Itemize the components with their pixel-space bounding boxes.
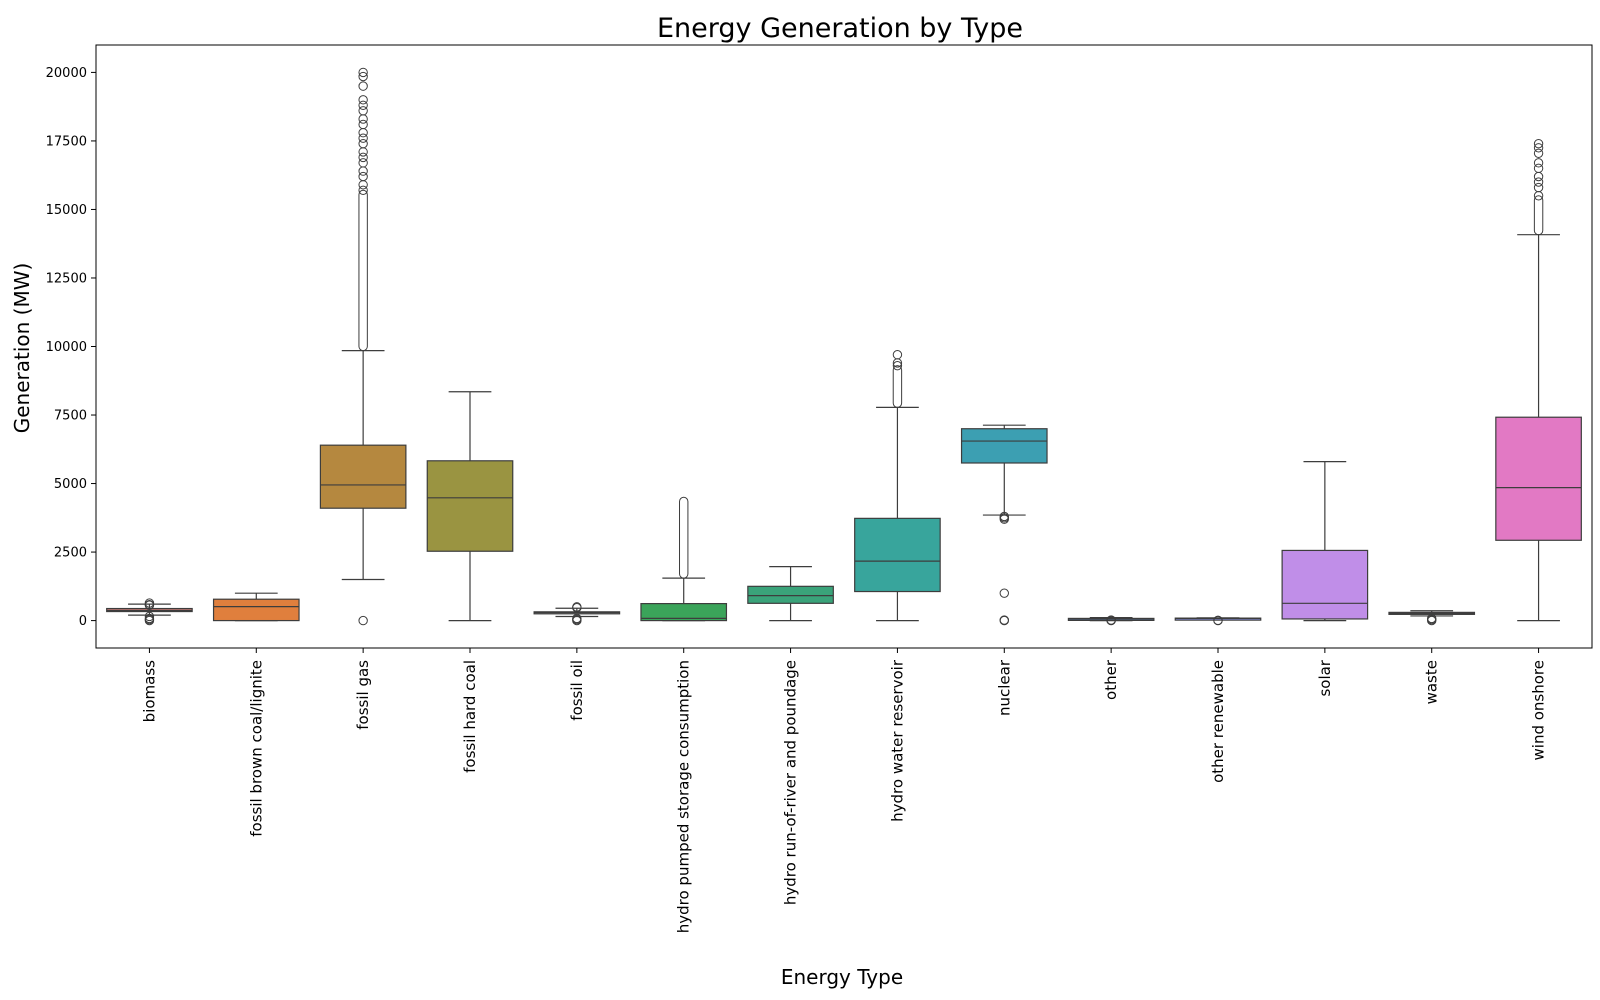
- outlier-point: [358, 67, 368, 78]
- outlier-point: [358, 138, 368, 149]
- box-iqr: [1281, 549, 1369, 620]
- outlier-point: [358, 171, 368, 182]
- outlier-point: [999, 514, 1009, 524]
- box-iqr: [960, 428, 1048, 464]
- box-iqr: [640, 602, 728, 622]
- x-tick-label: biomass: [140, 660, 158, 722]
- outlier-point: [1533, 148, 1544, 158]
- dense-outlier-band: [679, 496, 689, 579]
- y-tick-label: 20000: [46, 66, 87, 81]
- box-iqr: [212, 598, 300, 622]
- outlier-point: [358, 71, 368, 82]
- box-iqr: [319, 444, 407, 509]
- y-tick-label: 2500: [54, 546, 87, 561]
- box-fossil-brown-coal-lignite: [212, 592, 300, 622]
- outlier-point: [1533, 158, 1544, 168]
- outlier-point: [1533, 143, 1544, 153]
- outlier-point: [358, 128, 368, 138]
- outlier-point: [1427, 613, 1437, 624]
- box-iqr: [426, 460, 514, 552]
- outlier-point: [358, 158, 368, 168]
- box-other: [1067, 615, 1155, 626]
- outlier-point: [892, 360, 903, 371]
- outlier-point: [892, 350, 903, 360]
- plot-layer: [106, 67, 1582, 626]
- box-iqr: [1495, 416, 1582, 541]
- x-tick-label: solar: [1316, 659, 1334, 696]
- outlier-point: [358, 166, 368, 176]
- y-axis: 0 2500 5000 7500 10000 12500 15000 17500 20000: [46, 66, 96, 629]
- y-tick-label: 5000: [54, 477, 87, 492]
- box-wind-onshore: [1495, 138, 1582, 622]
- y-tick-label: 0: [79, 614, 87, 629]
- x-axis: biomass fossil brown coal/lignite fossil g…: [140, 648, 1548, 933]
- x-tick-label: hydro water reservoir: [888, 659, 906, 822]
- outlier-point: [1213, 615, 1223, 626]
- x-tick-label: hydro pumped storage consumption: [675, 660, 693, 933]
- box-biomass: [106, 598, 193, 626]
- dense-outlier-band: [358, 189, 368, 352]
- x-tick-label: fossil hard coal: [461, 660, 479, 773]
- outlier-point: [358, 95, 368, 105]
- box-hydro-pumped-storage-consumption: [640, 496, 728, 622]
- x-tick-label: nuclear: [995, 659, 1013, 716]
- box-iqr: [747, 585, 834, 604]
- outlier-point: [1533, 177, 1544, 187]
- outlier-point: [358, 81, 368, 91]
- box-nuclear: [960, 424, 1048, 626]
- dense-outlier-band: [892, 365, 903, 408]
- outlier-point: [999, 615, 1009, 625]
- x-tick-label: fossil oil: [568, 660, 586, 721]
- box-fossil-oil: [533, 602, 621, 626]
- x-tick-label: fossil brown coal/lignite: [247, 660, 265, 837]
- outlier-point: [1533, 138, 1544, 149]
- x-tick-label: hydro run-of-river and poundage: [782, 660, 800, 905]
- y-tick-label: 15000: [46, 203, 87, 218]
- outlier-point: [1106, 615, 1116, 625]
- outlier-point: [999, 588, 1009, 598]
- outlier-point: [358, 615, 368, 626]
- outlier-point: [572, 602, 582, 612]
- outlier-point: [572, 613, 582, 624]
- box-fossil-hard-coal: [426, 391, 514, 622]
- y-tick-label: 17500: [46, 134, 87, 149]
- outlier-point: [1533, 191, 1544, 201]
- dense-outlier-band: [1533, 195, 1544, 236]
- outlier-point: [999, 511, 1009, 522]
- outlier-point: [144, 611, 155, 622]
- outlier-point: [1533, 171, 1544, 182]
- box-fossil-gas: [319, 67, 407, 626]
- y-tick-label: 7500: [54, 409, 87, 424]
- outlier-point: [358, 180, 368, 190]
- box-hydro-water-reservoir: [854, 350, 941, 622]
- outlier-point: [358, 114, 368, 124]
- outlier-point: [358, 106, 368, 116]
- outlier-point: [144, 600, 155, 610]
- x-axis-label: Energy Type: [781, 965, 903, 989]
- outlier-point: [358, 100, 368, 111]
- box-other-renewable: [1174, 615, 1262, 626]
- outlier-point: [1533, 163, 1544, 174]
- x-tick-label: other: [1102, 659, 1120, 700]
- x-tick-label: fossil gas: [354, 660, 372, 730]
- y-tick-label: 12500: [46, 271, 87, 286]
- box-iqr: [854, 517, 941, 593]
- outlier-point: [892, 358, 903, 368]
- outlier-point: [358, 152, 368, 163]
- outlier-point: [358, 147, 368, 157]
- outlier-point: [358, 133, 368, 143]
- outlier-point: [358, 119, 368, 130]
- box-waste: [1388, 610, 1476, 626]
- box-solar: [1281, 461, 1369, 622]
- x-tick-label: wind onshore: [1530, 660, 1548, 760]
- y-tick-label: 10000: [46, 340, 87, 355]
- x-tick-label: other renewable: [1209, 660, 1227, 783]
- outlier-point: [358, 185, 368, 195]
- box-hydro-run-of-river-and-poundage: [747, 565, 834, 622]
- chart-title: Energy Generation by Type: [657, 13, 1023, 44]
- y-axis-label: Generation (MW): [10, 263, 34, 434]
- outlier-point: [1533, 182, 1544, 193]
- x-tick-label: waste: [1423, 660, 1441, 704]
